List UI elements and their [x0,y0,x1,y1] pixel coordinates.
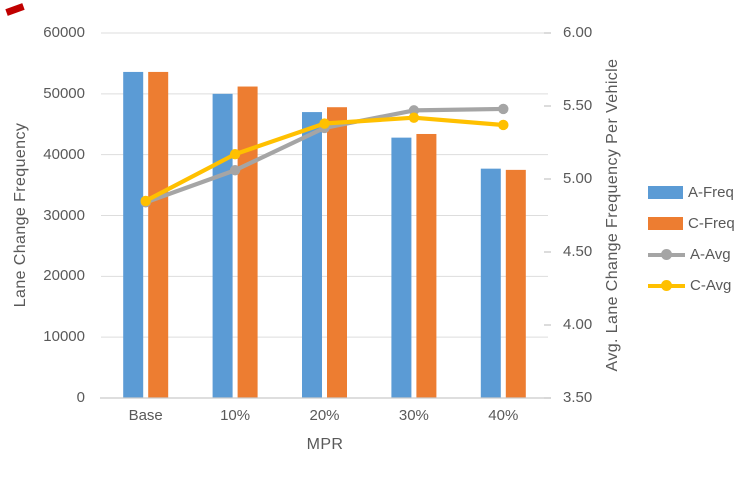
marker-a-avg-10% [229,165,241,176]
marker-a-avg-30% [408,105,420,116]
x-category-label: 10% [220,407,251,424]
x-category-label: Base [128,407,163,424]
bar-c-freq-20% [327,107,347,398]
legend-line-marker-icon [648,248,685,261]
legend-label: C-Freq [688,214,735,232]
legend-line-marker-icon [648,279,685,292]
y-right-tick-label: 6.00 [563,24,593,41]
legend-label: A-Freq [688,183,734,201]
y-left-tick-label: 20000 [43,267,85,285]
bar-a-freq-40% [480,168,501,398]
bar-a-freq-base [123,71,144,398]
x-category-label: 40% [488,407,519,424]
y-right-tick-label: 3.50 [563,389,593,406]
legend-item-c-avg: C-Avg [648,270,731,300]
y-left-tick-label: 30000 [43,206,85,224]
x-category-label: 20% [309,407,340,424]
bar-a-freq-20% [302,112,322,398]
y-left-tick-label: 60000 [43,24,85,41]
legend-line-dot [661,279,672,291]
y-left-tick-label: 10000 [43,328,85,346]
legend-line-dot [661,248,672,260]
x-axis-title: MPR [306,436,344,453]
legend-label: C-Avg [690,276,732,294]
legend-item-a-freq: A-Freq [648,177,734,207]
bar-c-freq-10% [237,86,258,399]
bar-a-freq-30% [391,137,412,398]
marker-c-avg-20% [319,118,330,129]
y-right-tick-label: 5.50 [563,97,593,114]
legend-item-a-avg: A-Avg [648,239,731,269]
y-left-tick-label: 0 [76,389,85,406]
y-right-tick-label: 4.50 [563,243,593,260]
x-category-label: 30% [398,407,429,424]
bar-c-freq-30% [416,133,437,398]
y-right-tick-label: 5.00 [563,170,593,187]
y-right-tick-label: 4.00 [563,316,593,333]
y-left-tick-label: 40000 [43,145,85,163]
legend-bar-swatch-icon [648,185,683,199]
marker-c-avg-30% [408,112,420,123]
bar-a-freq-10% [212,93,233,398]
legend-label: A-Avg [690,245,731,263]
y-left-tick-label: 50000 [43,84,85,102]
marker-c-avg-40% [498,119,509,131]
marker-c-avg-base [140,195,151,207]
legend-bar-swatch-icon [648,216,683,230]
marker-c-avg-10% [229,148,241,160]
legend-item-c-freq: C-Freq [648,208,735,238]
marker-a-avg-40% [498,103,509,115]
bar-c-freq-base [148,71,169,398]
bar-c-freq-40% [505,169,526,398]
